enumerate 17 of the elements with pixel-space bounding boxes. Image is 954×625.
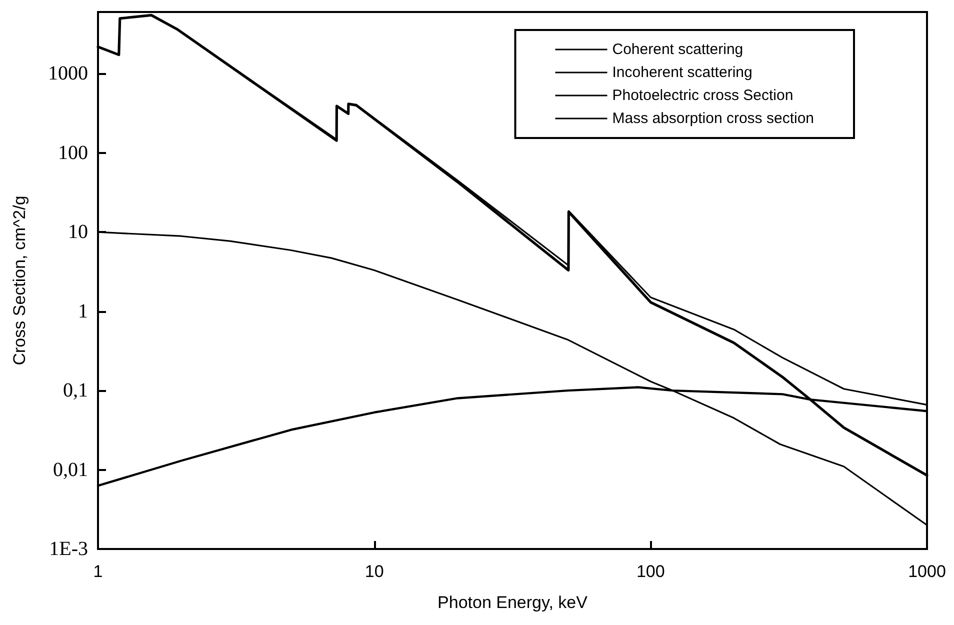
x-tick-label: 10: [364, 562, 384, 581]
legend-label: Incoherent scattering: [612, 64, 752, 81]
x-axis-title: Photon Energy, keV: [438, 593, 588, 612]
y-tick-label: 100: [58, 142, 88, 164]
x-tick-label: 1000: [908, 562, 946, 581]
x-tick-label: 1: [93, 562, 103, 581]
y-tick-label: 1: [78, 300, 88, 322]
y-tick-label: 1000: [48, 62, 88, 85]
y-tick-label: 1E-3: [49, 538, 88, 560]
y-tick-label: 0,01: [53, 458, 88, 481]
x-tick-label: 100: [636, 562, 665, 581]
legend-label: Mass absorption cross section: [612, 110, 814, 127]
legend-label: Coherent scattering: [612, 41, 744, 58]
y-tick-label: 0,1: [63, 380, 88, 402]
y-axis-title: Cross Section, cm^2/g: [10, 196, 29, 366]
y-tick-label: 10: [68, 221, 88, 244]
legend-label: Photoelectric cross Section: [612, 87, 794, 104]
